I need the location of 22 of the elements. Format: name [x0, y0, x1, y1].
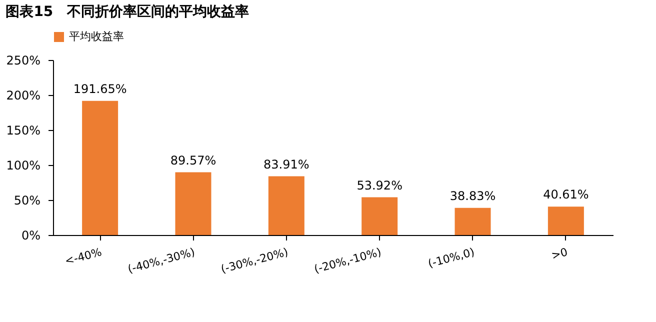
bar: [454, 208, 491, 235]
x-tick-label: >0: [550, 246, 570, 262]
data-label: 40.61%: [543, 188, 589, 202]
bar: [82, 100, 118, 235]
legend-label: 平均收益率: [69, 30, 124, 43]
y-tick-label: 150%: [6, 124, 40, 138]
chart-title: 图表15 不同折价率区间的平均收益率: [6, 3, 250, 20]
y-tick-label: 50%: [14, 194, 40, 208]
bar: [175, 172, 212, 235]
data-label: 89.57%: [170, 153, 216, 168]
data-label: 191.65%: [73, 82, 127, 96]
data-label: 53.92%: [356, 178, 402, 192]
y-tick-label: 100%: [6, 158, 40, 172]
bar: [362, 197, 398, 235]
y-tick-label: 200%: [6, 88, 40, 102]
bar: [548, 206, 584, 235]
y-tick-label: 0%: [21, 228, 40, 242]
x-tick-label: <-40%: [63, 246, 104, 268]
y-tick-label: 250%: [6, 54, 40, 68]
data-label: 38.83%: [450, 188, 496, 203]
data-label: 83.91%: [264, 157, 310, 172]
bar: [268, 176, 304, 235]
